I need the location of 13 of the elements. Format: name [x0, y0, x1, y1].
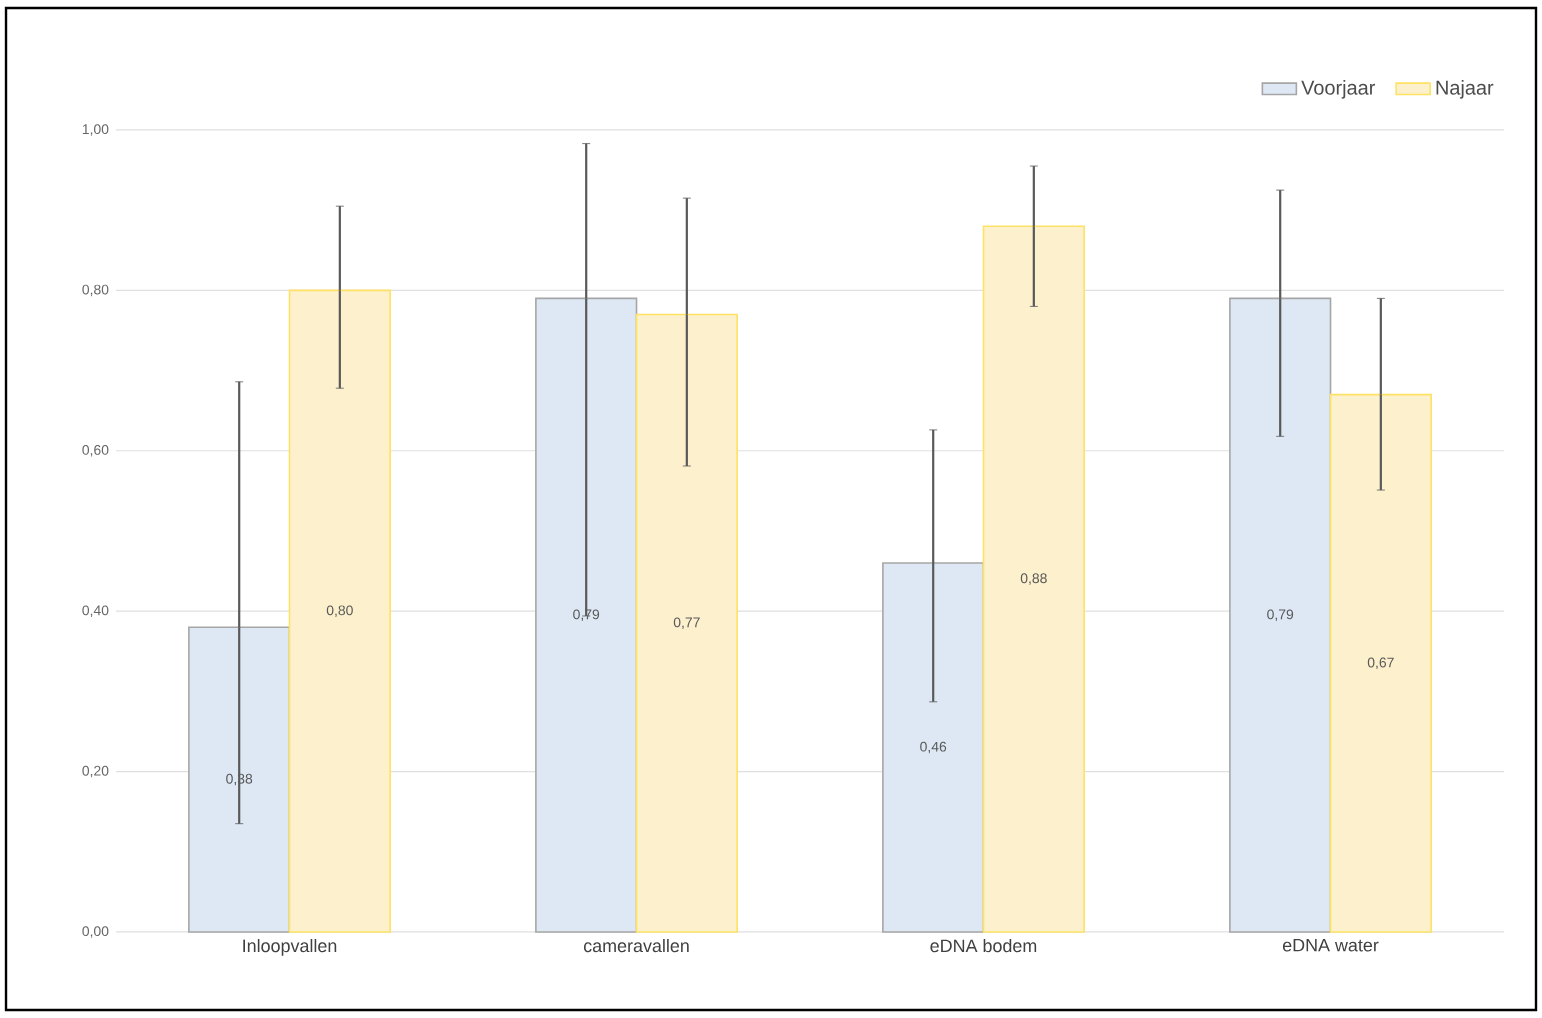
bar: [982, 225, 1085, 933]
bar: [1329, 393, 1432, 933]
x-tick-label: Inloopvallen: [243, 939, 337, 956]
legend-label: Najaar: [1436, 80, 1494, 99]
bar: [635, 313, 738, 933]
x-tick-label: cameravallen: [583, 939, 689, 953]
bar: [1229, 297, 1332, 933]
bar: [288, 289, 391, 933]
legend-label: Voorjaar: [1301, 80, 1376, 99]
bar: [882, 562, 985, 933]
bar: [535, 297, 638, 933]
x-tick-label: eDNA bodem: [930, 939, 1037, 953]
x-tick-label: eDNA water: [1282, 939, 1379, 952]
